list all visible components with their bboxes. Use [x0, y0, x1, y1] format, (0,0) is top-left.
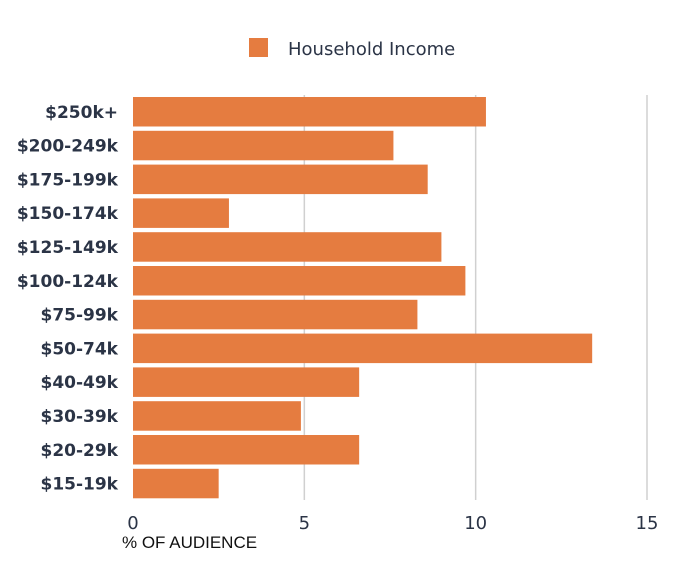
category-label: $15-19k	[40, 475, 118, 495]
category-label: $150-174k	[17, 204, 119, 224]
x-tick-labels: 0 5 10 15	[127, 513, 658, 534]
category-label: $175-199k	[17, 170, 119, 190]
bar	[133, 164, 428, 195]
bar	[133, 130, 394, 161]
category-label: $75-99k	[40, 306, 118, 326]
legend: Household Income	[249, 38, 455, 60]
bar	[133, 198, 229, 228]
x-tick-label: 5	[299, 513, 310, 534]
x-tick-label: 0	[127, 513, 138, 534]
category-label: $20-29k	[40, 441, 118, 461]
category-label: $40-49k	[40, 373, 118, 393]
x-tick-label: 15	[636, 513, 659, 534]
bar	[133, 97, 486, 127]
category-labels: $250k+ $200-249k $175-199k $150-174k $125-14…	[17, 103, 119, 495]
bars	[133, 97, 593, 499]
category-label: $250k+	[45, 103, 118, 123]
bar	[133, 232, 442, 262]
bar	[133, 367, 360, 397]
category-label: $50-74k	[40, 339, 118, 359]
bar	[133, 435, 360, 465]
bar	[133, 401, 301, 431]
category-label: $30-39k	[40, 407, 118, 427]
bar	[133, 333, 593, 364]
category-label: $125-149k	[17, 238, 119, 258]
x-tick-label: 10	[464, 513, 487, 534]
gridlines	[303, 95, 648, 500]
bar	[133, 299, 418, 330]
bar	[133, 468, 219, 499]
x-axis-title: % OF AUDIENCE	[122, 533, 257, 552]
legend-label: Household Income	[288, 39, 455, 60]
legend-swatch	[249, 38, 268, 57]
category-label: $200-249k	[17, 137, 119, 157]
category-label: $100-124k	[17, 272, 119, 292]
bar	[133, 266, 466, 296]
